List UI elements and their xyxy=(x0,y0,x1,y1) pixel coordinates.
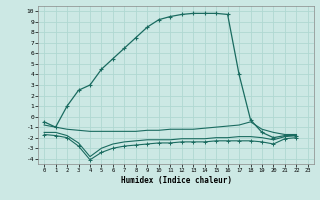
X-axis label: Humidex (Indice chaleur): Humidex (Indice chaleur) xyxy=(121,176,231,185)
